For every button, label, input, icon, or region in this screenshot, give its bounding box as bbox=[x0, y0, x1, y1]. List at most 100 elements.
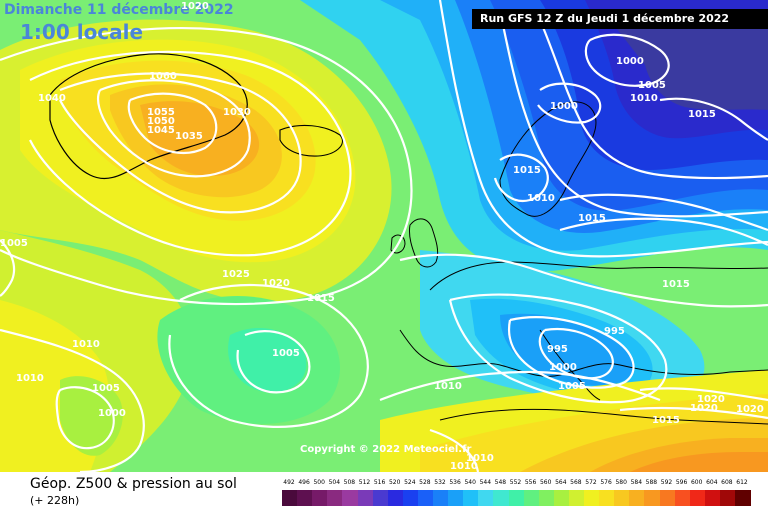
legend-swatch bbox=[674, 490, 691, 506]
isobar-label: 1015 bbox=[578, 213, 606, 224]
isobar-label: 1035 bbox=[175, 131, 203, 142]
isobar-label: 1030 bbox=[223, 107, 251, 118]
legend-swatch bbox=[493, 490, 509, 506]
isobar-label: 1020 bbox=[736, 404, 764, 415]
legend-swatch bbox=[659, 490, 676, 506]
legend-swatch bbox=[644, 490, 660, 506]
legend-value: 496 bbox=[298, 479, 310, 486]
isobar-label: 1010 bbox=[527, 193, 555, 204]
isobar-label: 1000 bbox=[549, 362, 577, 373]
isobar-label: 1045 bbox=[147, 125, 175, 136]
map-date: Dimanche 11 décembre 2022 bbox=[4, 2, 234, 18]
legend-value: 556 bbox=[524, 479, 537, 486]
legend-value: 600 bbox=[690, 479, 703, 486]
isobar-label: 1040 bbox=[38, 93, 66, 104]
legend-value: 588 bbox=[645, 479, 658, 486]
legend-swatch bbox=[463, 490, 479, 506]
map-local-time: 1:00 locale bbox=[20, 20, 144, 44]
legend-swatch bbox=[508, 490, 525, 506]
isobar-label: 995 bbox=[547, 344, 568, 355]
isobar-label: 1005 bbox=[0, 238, 28, 249]
legend-swatch bbox=[689, 490, 706, 506]
legend-value: 492 bbox=[283, 479, 295, 486]
legend-value: 524 bbox=[404, 479, 416, 486]
isobar-label: 1060 bbox=[149, 71, 177, 82]
isobar-label: 1005 bbox=[92, 383, 120, 394]
footer-subtitle: (+ 228h) bbox=[30, 494, 80, 507]
isobar-label: 1010 bbox=[72, 339, 100, 350]
isobar-label: 1015 bbox=[513, 165, 541, 176]
legend-value: 564 bbox=[555, 479, 567, 486]
isobar-label: 1005 bbox=[558, 381, 586, 392]
legend-swatch bbox=[417, 490, 434, 506]
legend-value: 572 bbox=[585, 479, 597, 486]
isobar-label: 1020 bbox=[690, 403, 718, 414]
legend-value: 528 bbox=[419, 479, 431, 486]
isobar-label: 1015 bbox=[307, 293, 335, 304]
legend-swatch bbox=[719, 490, 736, 506]
isobar-label: 1025 bbox=[222, 269, 250, 280]
isobar-label: 1020 bbox=[181, 1, 209, 12]
isobar-label: 1015 bbox=[688, 109, 716, 120]
isobar-label: 1005 bbox=[638, 80, 666, 91]
legend-value: 560 bbox=[539, 479, 552, 486]
legend-swatch bbox=[357, 490, 374, 506]
isobar-label: 1010 bbox=[434, 381, 462, 392]
legend-value: 508 bbox=[343, 479, 356, 486]
legend-value: 604 bbox=[706, 479, 718, 486]
legend-swatch bbox=[478, 490, 494, 506]
legend-swatch bbox=[387, 490, 404, 506]
legend-swatch bbox=[538, 490, 555, 506]
isobar-label: 1000 bbox=[616, 56, 644, 67]
isobar-label: 1005 bbox=[272, 348, 300, 359]
copyright-text: Copyright © 2022 Meteociel.fr bbox=[300, 444, 472, 455]
legend-value: 512 bbox=[358, 479, 371, 486]
legend-swatch bbox=[327, 490, 343, 506]
legend-swatch bbox=[448, 490, 464, 506]
legend-value: 584 bbox=[630, 479, 643, 486]
model-run-banner: Run GFS 12 Z du Jeudi 1 décembre 2022 bbox=[472, 9, 768, 29]
legend-value: 592 bbox=[660, 479, 673, 486]
legend-swatch bbox=[523, 490, 540, 506]
legend-value: 536 bbox=[449, 479, 461, 486]
legend-value: 608 bbox=[721, 479, 733, 486]
weather-map bbox=[0, 0, 768, 472]
legend-value: 532 bbox=[434, 479, 446, 486]
legend-swatch bbox=[735, 490, 751, 506]
legend-value: 504 bbox=[328, 479, 341, 486]
isobar-label: 1010 bbox=[466, 453, 494, 464]
legend-swatch bbox=[584, 490, 600, 506]
isobar-label: 1020 bbox=[697, 394, 725, 405]
isobar-label: 1015 bbox=[662, 279, 690, 290]
isobar-label: 1000 bbox=[550, 101, 578, 112]
legend-value: 568 bbox=[570, 479, 582, 486]
legend-swatch bbox=[553, 490, 570, 506]
legend-swatch bbox=[372, 490, 389, 506]
isobar-label: 1020 bbox=[262, 278, 290, 289]
legend-swatch bbox=[599, 490, 615, 506]
legend-swatch bbox=[282, 490, 298, 506]
isobar-label: 1000 bbox=[98, 408, 126, 419]
legend-value: 544 bbox=[479, 479, 492, 486]
isobar-label: 1010 bbox=[16, 373, 44, 384]
legend-swatch bbox=[402, 490, 419, 506]
color-scale-legend: 492 496 500 504 508 512 516 520 524 528 532 536 540 5… bbox=[282, 478, 752, 508]
legend-value: 548 bbox=[494, 479, 507, 486]
legend-value: 596 bbox=[675, 479, 688, 486]
legend-swatch bbox=[342, 490, 358, 506]
isobar-label: 1055 bbox=[147, 107, 175, 118]
legend-swatch bbox=[312, 490, 328, 506]
legend-value: 576 bbox=[600, 479, 612, 486]
legend-value: 516 bbox=[373, 479, 386, 486]
legend-value: 580 bbox=[615, 479, 627, 486]
legend-swatch bbox=[297, 490, 313, 506]
isobar-label: 995 bbox=[604, 326, 625, 337]
isobar-label: 1050 bbox=[147, 116, 175, 127]
legend-value: 552 bbox=[509, 479, 522, 486]
legend-swatch bbox=[704, 490, 721, 506]
legend-value: 500 bbox=[313, 479, 325, 486]
legend-value: 520 bbox=[388, 479, 401, 486]
legend-swatch bbox=[568, 490, 585, 506]
legend-swatch bbox=[629, 490, 645, 506]
legend-value: 612 bbox=[736, 479, 748, 486]
